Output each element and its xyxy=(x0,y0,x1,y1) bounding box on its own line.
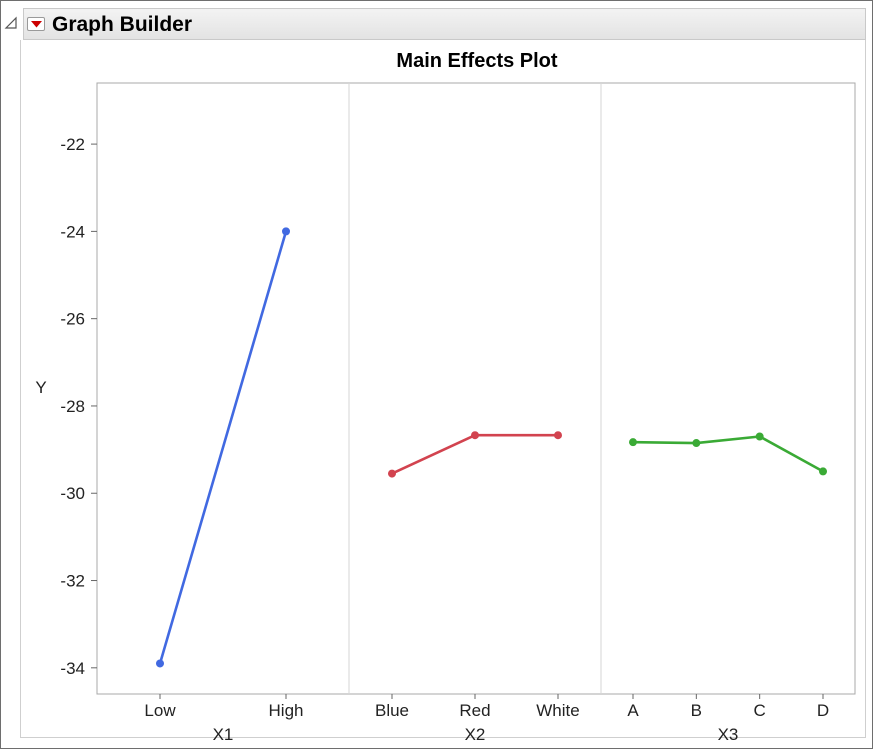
red-triangle-menu-icon[interactable] xyxy=(27,17,45,31)
series-line xyxy=(391,433,558,475)
x-axis-title: X3 xyxy=(718,725,739,744)
chart-title: Main Effects Plot xyxy=(396,50,558,72)
outline-title: Graph Builder xyxy=(52,13,193,36)
y-tick-label: -24 xyxy=(60,222,85,241)
panel-x2: Blue Red White X2 xyxy=(348,83,580,744)
x-axis-title: X1 xyxy=(213,725,234,744)
x-tick-label: Red xyxy=(459,701,490,720)
y-axis-title: Y xyxy=(35,378,46,397)
data-point xyxy=(156,659,164,668)
y-tick-label: -22 xyxy=(60,135,85,154)
data-point xyxy=(282,227,290,236)
x-tick-label: B xyxy=(691,701,702,720)
data-point xyxy=(692,439,701,448)
y-tick-label: -34 xyxy=(60,659,85,678)
panel-x1: Low High X1 xyxy=(144,227,303,744)
panel-x3: A B C D X3 xyxy=(600,83,829,744)
report-panel xyxy=(20,40,866,738)
chart-panels: Low High X1 Blue Red White X2 A B C D X3 xyxy=(144,83,829,744)
data-point xyxy=(554,431,562,440)
data-point xyxy=(471,431,479,440)
disclosure-triangle-icon[interactable] xyxy=(4,16,18,30)
x-tick-label: White xyxy=(536,701,579,720)
x-tick-label: Blue xyxy=(375,701,409,720)
y-tick-label: -28 xyxy=(60,397,85,416)
data-point xyxy=(755,432,764,441)
y-tick-label: -26 xyxy=(60,310,85,329)
x-tick-label: D xyxy=(817,701,829,720)
y-tick-label: -30 xyxy=(60,484,85,503)
series-line xyxy=(632,435,824,473)
x-tick-label: C xyxy=(754,701,766,720)
y-axis: -22 -24 -26 -28 -30 -32 -34 xyxy=(60,135,97,678)
x-tick-label: High xyxy=(269,701,304,720)
y-tick-label: -32 xyxy=(60,572,85,591)
series-line xyxy=(158,231,288,664)
x-axis-title: X2 xyxy=(465,725,486,744)
x-tick-label: Low xyxy=(144,701,176,720)
outline-header: Graph Builder xyxy=(23,8,866,40)
x-tick-label: A xyxy=(627,701,639,720)
data-point xyxy=(629,438,637,447)
data-point xyxy=(819,467,827,476)
plot-frame xyxy=(96,82,856,695)
data-point xyxy=(388,469,396,478)
